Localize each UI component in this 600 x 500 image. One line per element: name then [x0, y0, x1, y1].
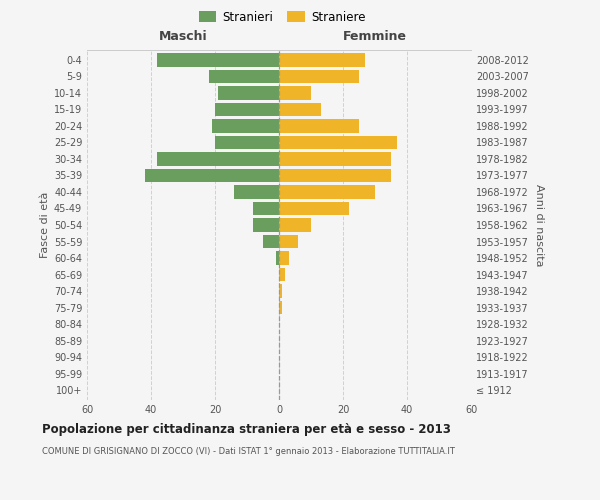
Bar: [279, 86, 311, 100]
Bar: [279, 152, 391, 166]
Bar: [145, 169, 279, 182]
Bar: [279, 284, 282, 298]
Bar: [279, 136, 397, 149]
Bar: [279, 218, 311, 232]
Bar: [263, 235, 279, 248]
Bar: [279, 202, 349, 215]
Bar: [279, 169, 391, 182]
Bar: [253, 218, 279, 232]
Text: Popolazione per cittadinanza straniera per età e sesso - 2013: Popolazione per cittadinanza straniera p…: [42, 422, 451, 436]
Bar: [157, 54, 279, 66]
Bar: [279, 235, 298, 248]
Bar: [279, 103, 320, 116]
Legend: Stranieri, Straniere: Stranieri, Straniere: [194, 6, 370, 28]
Bar: [279, 252, 289, 264]
Text: COMUNE DI GRISIGNANO DI ZOCCO (VI) - Dati ISTAT 1° gennaio 2013 - Elaborazione T: COMUNE DI GRISIGNANO DI ZOCCO (VI) - Dat…: [42, 448, 455, 456]
Bar: [234, 186, 279, 198]
Bar: [218, 86, 279, 100]
Bar: [212, 120, 279, 132]
Text: Femmine: Femmine: [343, 30, 407, 43]
Bar: [279, 186, 375, 198]
Bar: [279, 268, 286, 281]
Text: Maschi: Maschi: [158, 30, 208, 43]
Y-axis label: Fasce di età: Fasce di età: [40, 192, 50, 258]
Bar: [209, 70, 279, 83]
Bar: [279, 301, 282, 314]
Y-axis label: Anni di nascita: Anni di nascita: [534, 184, 544, 266]
Bar: [276, 252, 279, 264]
Bar: [157, 152, 279, 166]
Bar: [279, 54, 365, 66]
Bar: [279, 120, 359, 132]
Bar: [279, 70, 359, 83]
Bar: [215, 136, 279, 149]
Bar: [215, 103, 279, 116]
Bar: [253, 202, 279, 215]
